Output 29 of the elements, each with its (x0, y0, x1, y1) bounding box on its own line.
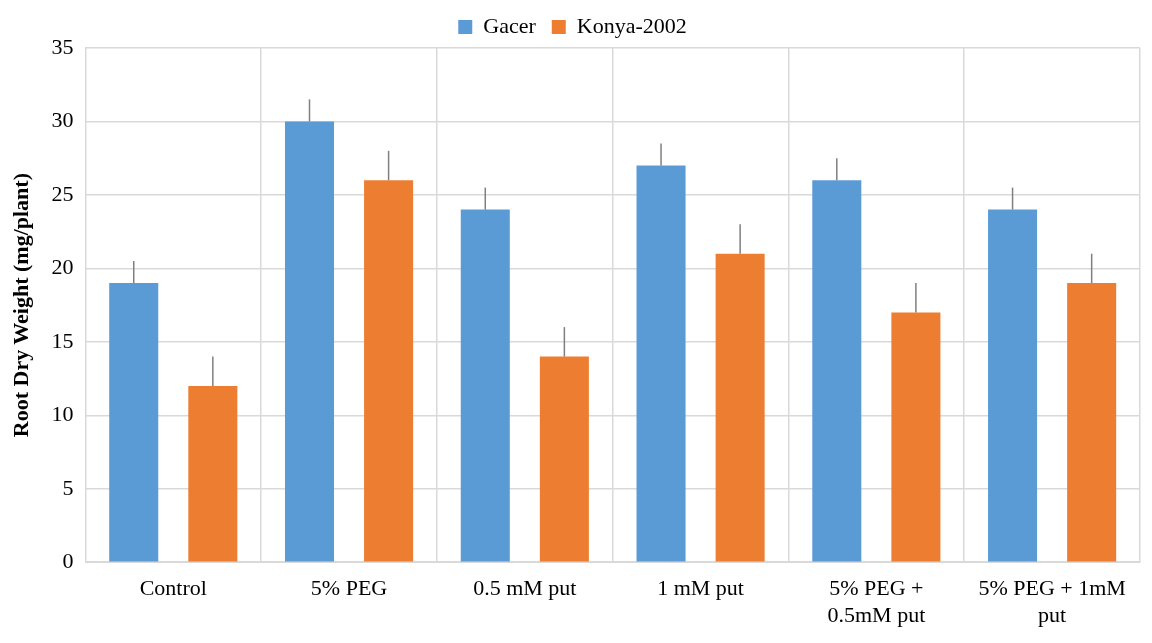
bar (188, 385, 238, 562)
y-tick-label: 10 (51, 401, 74, 427)
x-tick-label: 5% PEG (310, 575, 388, 601)
bar (715, 253, 765, 562)
bar (539, 356, 589, 562)
bar (109, 283, 159, 562)
bar (460, 209, 510, 562)
y-tick-label: 20 (51, 254, 74, 280)
bar (284, 121, 335, 562)
x-tick-label: 5% PEG + 1mM put (978, 575, 1126, 627)
legend-label: Konya-2002 (576, 12, 687, 38)
y-tick-label: 25 (51, 180, 74, 206)
bar (891, 312, 941, 562)
x-tick-label: 5% PEG + 0.5mM put (827, 575, 926, 627)
x-tick-label: Control (139, 575, 207, 601)
y-tick-label: 15 (51, 327, 74, 353)
bar (636, 165, 686, 562)
y-tick-label: 35 (51, 33, 74, 59)
bar (812, 180, 862, 562)
legend-label: Gacer (483, 12, 537, 38)
x-tick-label: 1 mM put (657, 575, 744, 601)
bar (1067, 283, 1117, 562)
bar (988, 209, 1038, 562)
bar (364, 180, 414, 562)
y-tick-label: 5 (62, 474, 74, 500)
x-tick-label: 0.5 mM put (473, 575, 577, 601)
y-tick-label: 0 (62, 547, 74, 573)
y-axis-title: Root Dry Weight (mg/plant) (7, 173, 33, 438)
y-tick-label: 30 (51, 107, 74, 133)
